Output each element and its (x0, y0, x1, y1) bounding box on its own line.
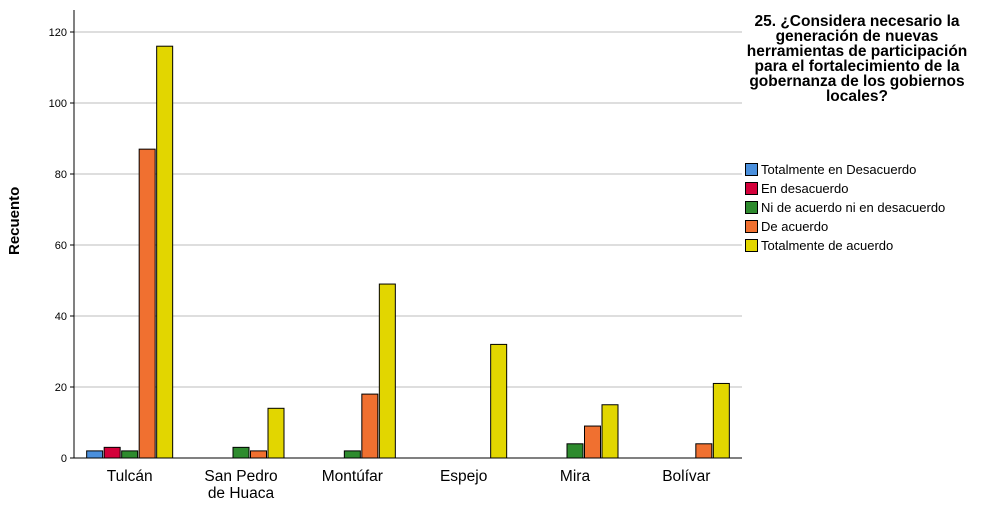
bar-totalmente-de-acuerdo (490, 343, 508, 459)
bar-ni-de-acuerdo-ni-en-desacuerdo (566, 443, 584, 459)
y-tick-label: 120 (49, 27, 67, 39)
legend-swatch (745, 239, 758, 252)
legend-swatch (745, 201, 758, 214)
legend-item: En desacuerdo (745, 179, 945, 198)
legend-label: Ni de acuerdo ni en desacuerdo (761, 200, 946, 215)
bar-de-acuerdo (695, 443, 713, 459)
legend-item: Ni de acuerdo ni en desacuerdo (745, 198, 945, 217)
x-tick-label: Montúfar (322, 468, 383, 485)
x-tick-label: San Pedro (204, 468, 277, 485)
bar-totalmente-en-desacuerdo (86, 450, 104, 459)
x-tick-label: de Huaca (208, 485, 275, 502)
bar-de-acuerdo (138, 148, 156, 459)
legend-title: 25. ¿Considera necesario la generación d… (746, 13, 968, 105)
bar-de-acuerdo (584, 425, 601, 459)
legend-label: Totalmente de acuerdo (761, 238, 894, 253)
bar-totalmente-de-acuerdo (601, 404, 619, 459)
legend-label: En desacuerdo (761, 181, 849, 196)
legend-item: Totalmente de acuerdo (745, 236, 945, 255)
bar-ni-de-acuerdo-ni-en-desacuerdo (232, 446, 250, 459)
bar-ni-de-acuerdo-ni-en-desacuerdo (343, 450, 361, 459)
bar-en-desacuerdo (103, 446, 121, 459)
legend-swatch (745, 220, 758, 233)
legend: Totalmente en Desacuerdo En desacuerdo Ni … (745, 160, 945, 255)
y-tick-label: 100 (49, 98, 67, 110)
legend-item: Totalmente en Desacuerdo (745, 160, 945, 179)
bar-totalmente-de-acuerdo (156, 45, 174, 459)
y-tick-label: 20 (55, 382, 67, 394)
x-tick-label: Tulcán (107, 468, 153, 485)
x-tick-label: Espejo (440, 468, 487, 485)
bar-ni-de-acuerdo-ni-en-desacuerdo (121, 450, 139, 459)
legend-label: Totalmente en Desacuerdo (761, 162, 917, 177)
y-tick-label: 60 (55, 240, 67, 252)
y-tick-label: 0 (61, 453, 67, 465)
y-axis-label: Recuento (6, 186, 23, 255)
bar-totalmente-de-acuerdo (267, 407, 285, 459)
bar-totalmente-de-acuerdo (712, 382, 730, 459)
bar-totalmente-de-acuerdo (378, 283, 396, 459)
x-tick-label: Mira (560, 468, 591, 485)
y-tick-label: 80 (55, 169, 67, 181)
y-tick-label: 40 (55, 311, 67, 323)
legend-swatch (745, 182, 758, 195)
legend-swatch (745, 163, 758, 176)
x-tick-label: Bolívar (662, 468, 710, 485)
bar-de-acuerdo (361, 393, 379, 459)
legend-label: De acuerdo (761, 219, 829, 234)
legend-item: De acuerdo (745, 217, 945, 236)
bar-de-acuerdo (250, 450, 267, 459)
